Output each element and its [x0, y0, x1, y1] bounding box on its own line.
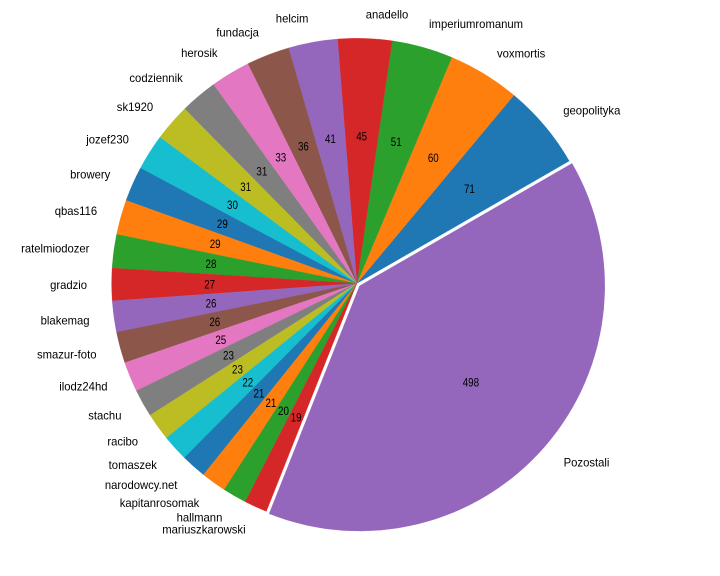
svg-text:sk1920: sk1920 — [117, 100, 154, 114]
svg-text:narodowcy.net: narodowcy.net — [105, 478, 178, 492]
svg-text:stachu: stachu — [88, 409, 121, 423]
svg-text:51: 51 — [391, 135, 402, 149]
svg-text:ilodz24hd: ilodz24hd — [59, 380, 107, 394]
svg-text:36: 36 — [298, 140, 309, 154]
svg-text:racibo: racibo — [107, 435, 138, 449]
svg-text:22: 22 — [242, 375, 253, 389]
svg-text:ratelmiodozer: ratelmiodozer — [21, 241, 89, 255]
svg-text:imperiumromanum: imperiumromanum — [429, 17, 523, 31]
svg-text:herosik: herosik — [181, 46, 218, 60]
svg-text:smazur-foto: smazur-foto — [37, 347, 97, 361]
svg-text:qbas116: qbas116 — [55, 204, 98, 218]
svg-text:21: 21 — [265, 396, 276, 410]
svg-text:26: 26 — [206, 297, 217, 311]
svg-text:31: 31 — [256, 164, 267, 178]
svg-text:Pozostali: Pozostali — [564, 456, 610, 470]
svg-text:anadello: anadello — [366, 7, 409, 21]
svg-text:28: 28 — [206, 257, 217, 271]
svg-text:mariuszkarowski: mariuszkarowski — [162, 523, 245, 537]
svg-text:hallmann: hallmann — [177, 511, 223, 525]
svg-text:26: 26 — [209, 315, 220, 329]
svg-text:geopolityka: geopolityka — [563, 103, 620, 117]
svg-text:60: 60 — [428, 151, 439, 165]
svg-text:helcim: helcim — [276, 12, 309, 26]
svg-text:blakemag: blakemag — [41, 313, 90, 327]
svg-text:21: 21 — [253, 386, 264, 400]
svg-text:71: 71 — [464, 182, 475, 196]
svg-text:23: 23 — [232, 363, 243, 377]
svg-text:25: 25 — [215, 333, 226, 347]
svg-text:19: 19 — [291, 411, 302, 425]
svg-text:browery: browery — [70, 167, 110, 181]
svg-text:20: 20 — [278, 404, 289, 418]
svg-text:45: 45 — [356, 130, 367, 144]
svg-text:30: 30 — [227, 198, 238, 212]
svg-text:498: 498 — [463, 375, 480, 389]
svg-text:codziennik: codziennik — [129, 71, 183, 85]
svg-text:kapitanrosomak: kapitanrosomak — [120, 496, 201, 510]
svg-text:31: 31 — [240, 180, 251, 194]
svg-text:29: 29 — [210, 237, 221, 251]
svg-text:23: 23 — [223, 349, 234, 363]
svg-text:33: 33 — [275, 151, 286, 165]
svg-text:41: 41 — [325, 132, 336, 146]
svg-text:voxmortis: voxmortis — [497, 46, 545, 60]
svg-text:29: 29 — [217, 217, 228, 231]
svg-text:jozef230: jozef230 — [85, 133, 129, 147]
svg-text:fundacja: fundacja — [216, 26, 259, 40]
svg-text:gradzio: gradzio — [50, 278, 87, 292]
svg-text:27: 27 — [204, 277, 215, 291]
svg-text:tomaszek: tomaszek — [109, 458, 158, 472]
